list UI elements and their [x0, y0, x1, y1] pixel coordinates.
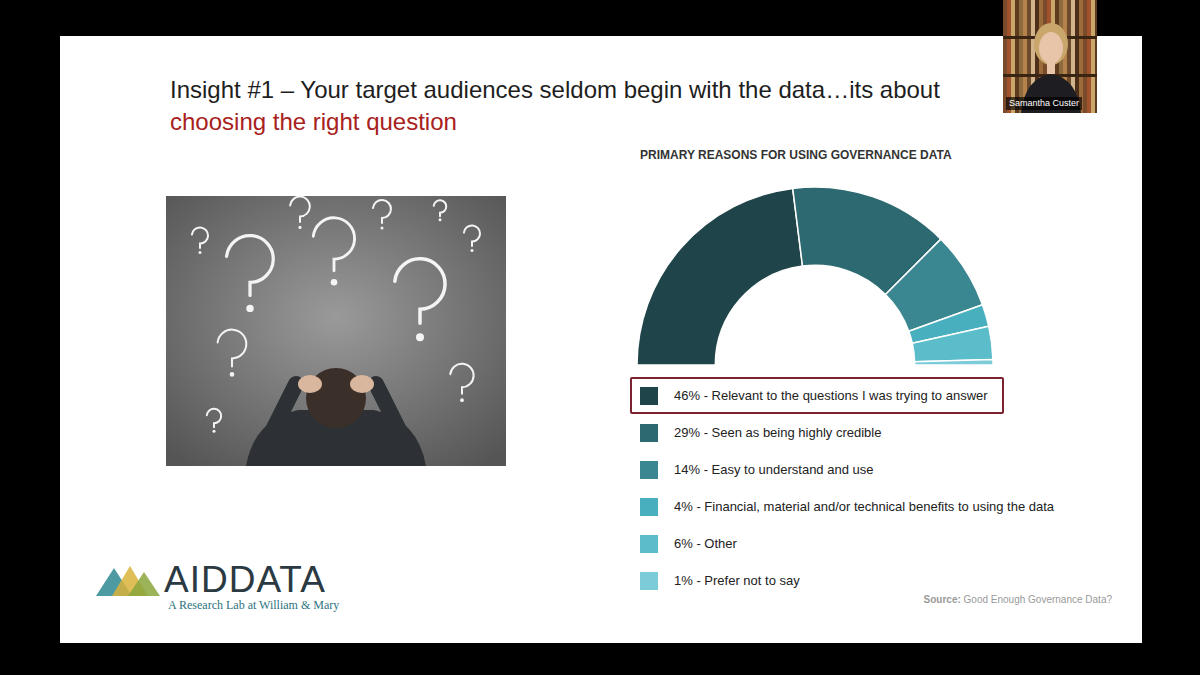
- html-text:Source: Good Enough Governance: Source: Good Enough Governance Data?: [923, 594, 1112, 605]
- html-text:A Research Lab at William & Ma: A Research Lab at William & Mary: [168, 598, 340, 612]
- html-text:1% - Prefer not to say: 1% - Prefer not to say: [674, 573, 800, 588]
- html-text:14% - Easy to understand and u: 14% - Easy to understand and use: [674, 462, 874, 477]
- html-text:4% - Financial, material and/o: 4% - Financial, material and/or technica…: [674, 499, 1055, 514]
- html-text:46% - Relevant to the question: 46% - Relevant to the questions I was tr…: [674, 388, 988, 403]
- html-text:Samantha Custer: Samantha Custer: [1009, 98, 1079, 108]
- html-text:AIDDATA: AIDDATA: [164, 559, 326, 600]
- html-text:Insight #1 – Your target audie: Insight #1 – Your target audiences seldo…: [170, 76, 940, 103]
- html-text:29% - Seen as being highly cre: 29% - Seen as being highly credible: [674, 425, 882, 440]
- html-text:choosing the right question: choosing the right question: [170, 108, 457, 135]
- svg-text:PRIMARY REASONS FOR USING GOVE: PRIMARY REASONS FOR USING GOVERNANCE DAT…: [640, 148, 952, 162]
- html-text:6% - Other: 6% - Other: [674, 536, 737, 551]
